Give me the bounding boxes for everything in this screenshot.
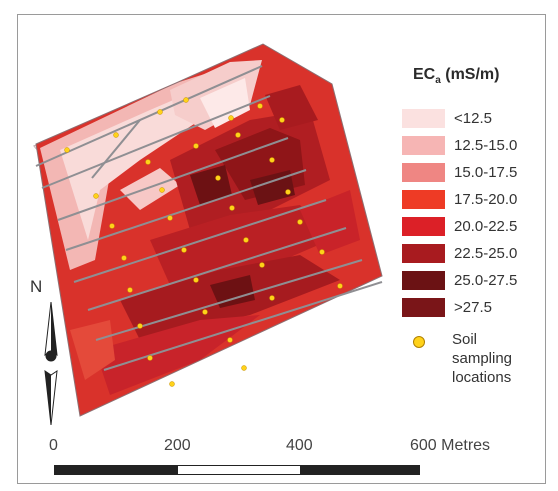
legend-swatch xyxy=(402,163,445,182)
scale-bar-segment xyxy=(54,465,178,475)
legend-label: 20.0-22.5 xyxy=(454,218,518,235)
legend-title: ECa (mS/m) xyxy=(413,66,500,87)
scale-tick-label: 0 xyxy=(49,437,58,454)
legend-swatch xyxy=(402,190,445,209)
legend-label: 25.0-27.5 xyxy=(454,272,518,289)
scale-bar-segment xyxy=(177,465,301,475)
north-arrow xyxy=(44,301,58,426)
legend-swatch xyxy=(402,271,445,290)
legend-label: 17.5-20.0 xyxy=(454,191,518,208)
legend-label: 15.0-17.5 xyxy=(454,164,518,181)
scale-tick-label: 400 xyxy=(286,437,313,454)
legend-swatch xyxy=(402,217,445,236)
scale-tick-label: 200 xyxy=(164,437,191,454)
legend-label: >27.5 xyxy=(454,299,492,316)
north-label: N xyxy=(30,277,43,296)
legend-swatch xyxy=(402,109,445,128)
legend-swatch xyxy=(402,136,445,155)
scale-bar-segment xyxy=(300,465,420,475)
legend-label: <12.5 xyxy=(454,110,492,127)
legend-label: 12.5-15.0 xyxy=(454,137,518,154)
sample-legend-label: Soil sampling locations xyxy=(452,331,513,386)
legend-swatch xyxy=(402,298,445,317)
scale-tick-label: 600 Metres xyxy=(410,437,491,454)
legend-swatch xyxy=(402,244,445,263)
sample-location-icon xyxy=(413,336,425,348)
legend-label: 22.5-25.0 xyxy=(454,245,518,262)
sampling-points xyxy=(64,97,343,387)
